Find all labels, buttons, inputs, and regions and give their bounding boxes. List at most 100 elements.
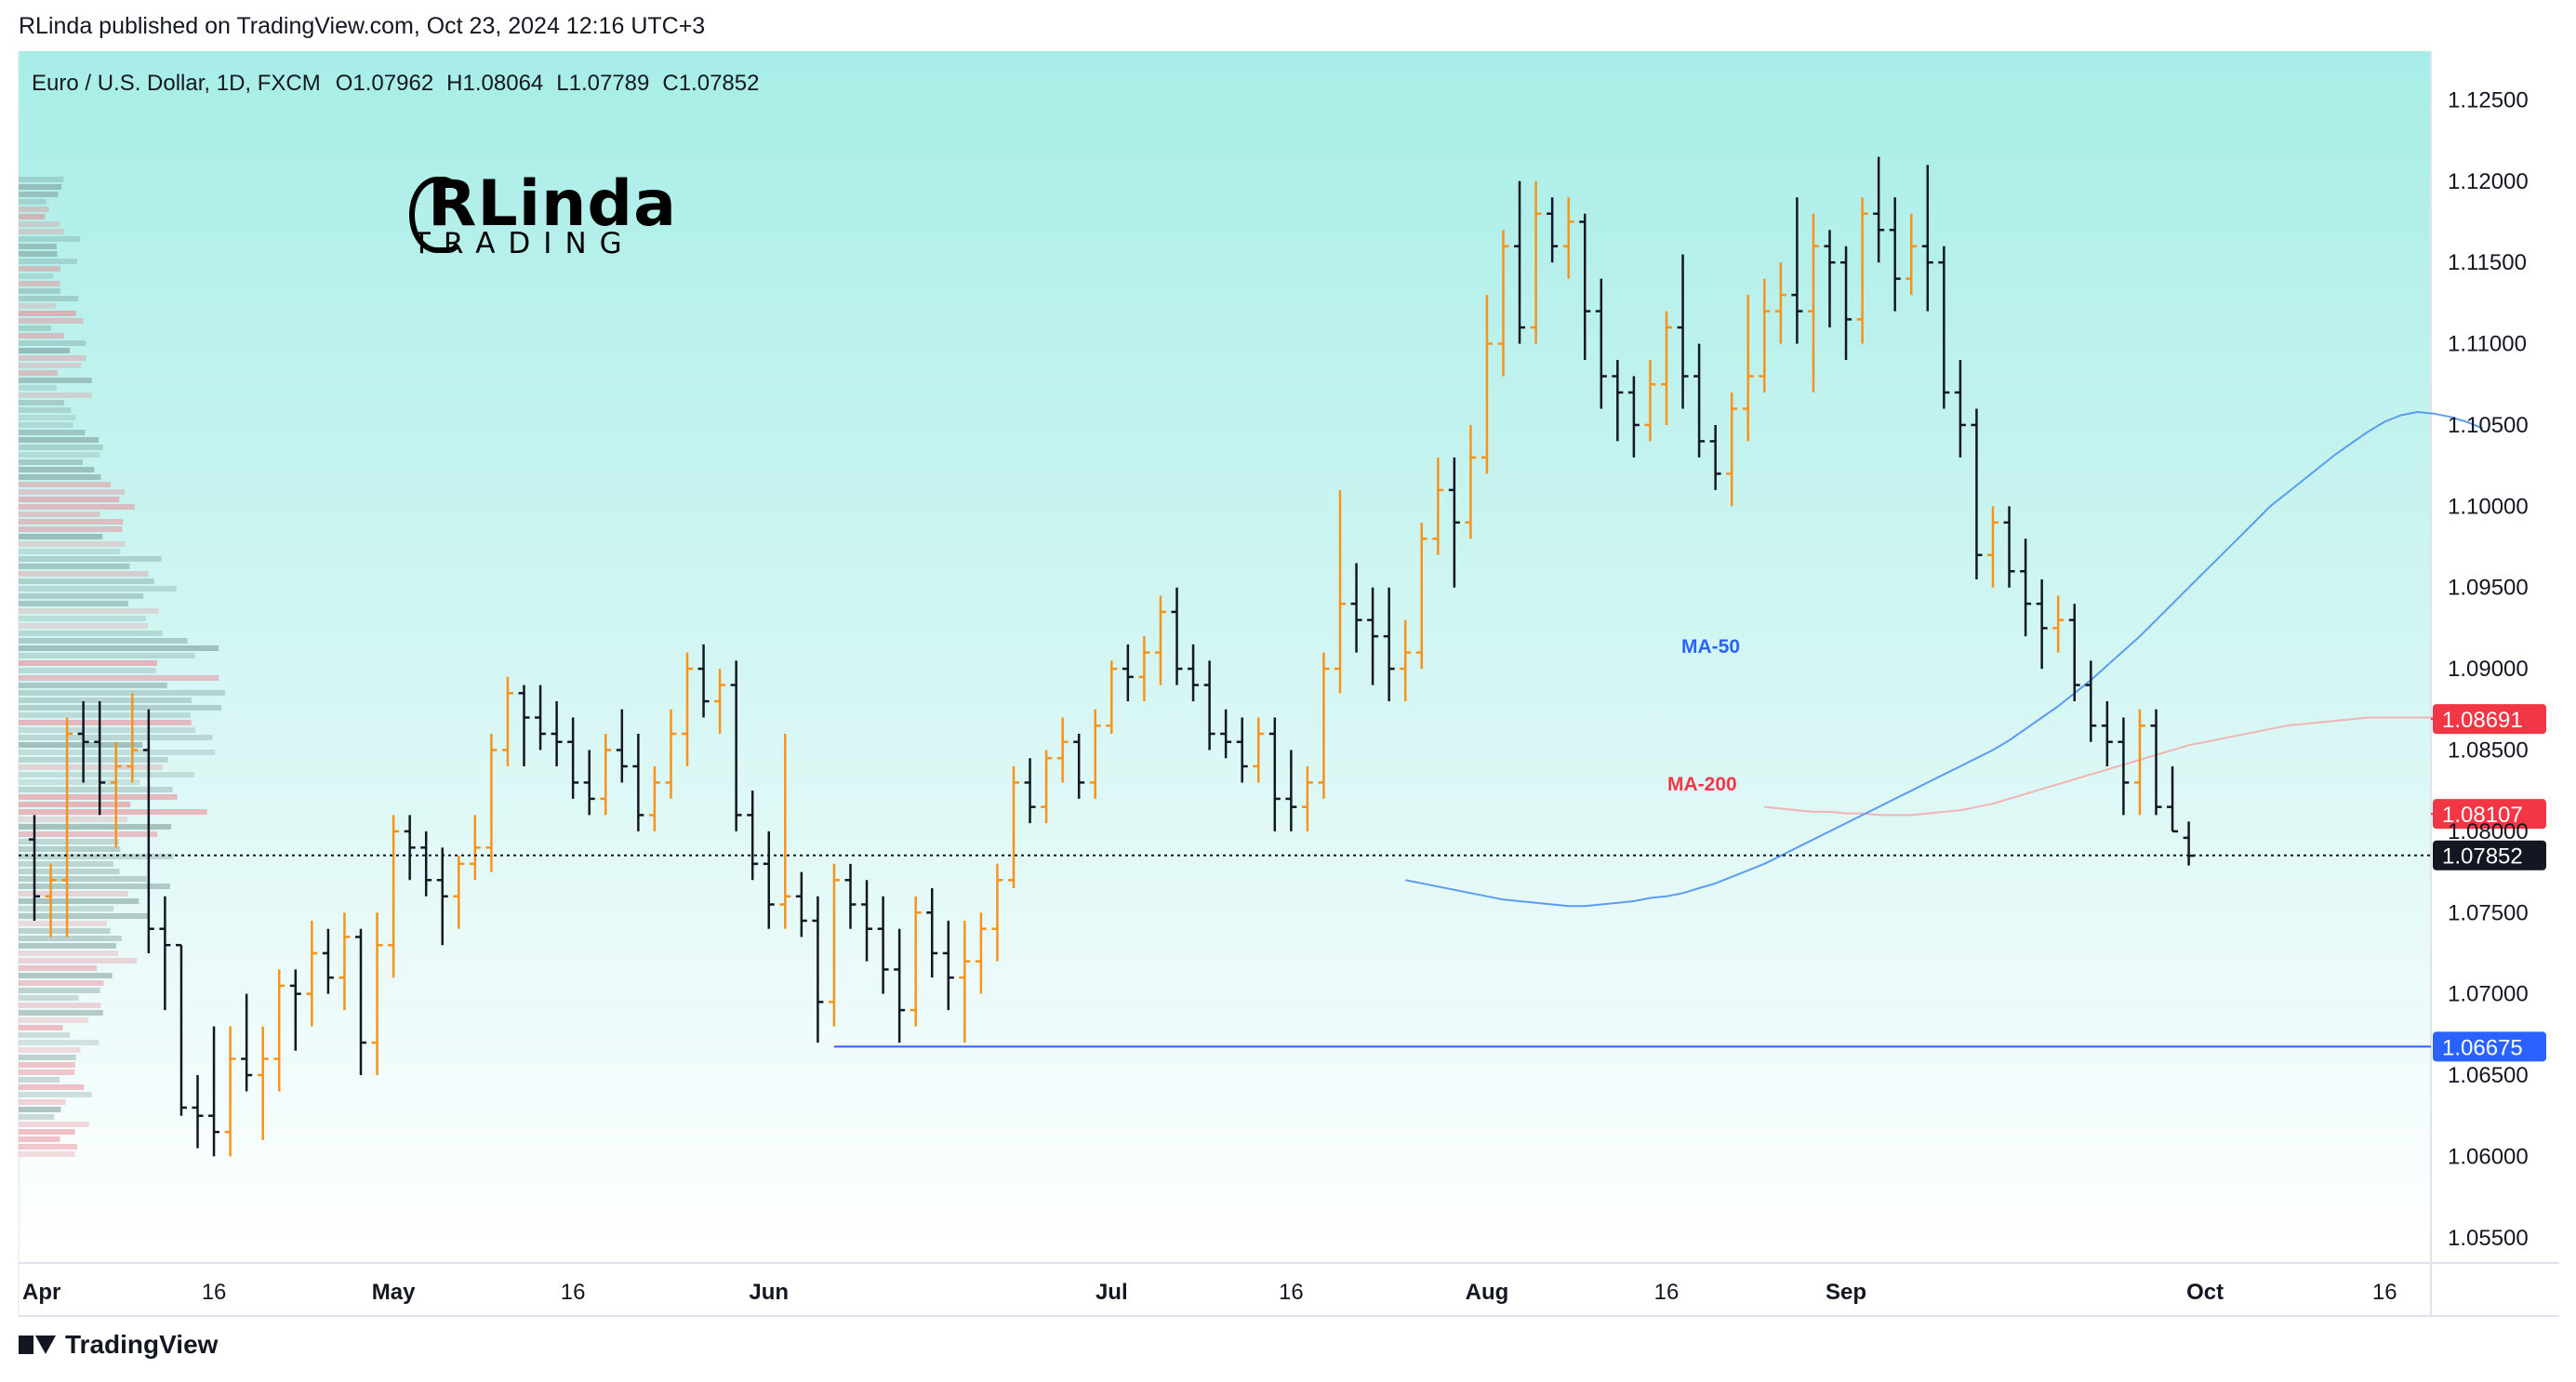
time-tick-label: Apr (22, 1280, 60, 1305)
volume-profile-bar (19, 660, 157, 666)
price-tick-label: 1.08500 (2448, 738, 2529, 763)
ohlc-bar (77, 701, 89, 783)
volume-profile-bar (19, 1122, 89, 1127)
ohlc-bar (763, 831, 775, 929)
volume-profile-bar (19, 586, 177, 591)
volume-profile-bar (19, 727, 195, 733)
volume-profile-bar (19, 965, 98, 971)
ohlc-bar (1024, 758, 1036, 824)
volume-profile-bar (19, 1070, 75, 1075)
ohlc-bar (1318, 652, 1330, 799)
volume-profile-bar (19, 489, 126, 495)
ohlc-bar (730, 660, 742, 831)
ohlc-bar (2150, 709, 2162, 816)
volume-profile-bar (19, 1151, 75, 1157)
price-tick-label: 1.11000 (2448, 332, 2527, 357)
volume-profile-bar (19, 876, 147, 882)
volume-profile-bar (19, 251, 58, 257)
volume-profile-bar (19, 631, 163, 636)
ohlc-bar (535, 684, 547, 751)
volume-profile-bar (19, 1017, 88, 1023)
price-axis[interactable]: 1.12500 1.12000 1.11500 1.11000 1.10500 1.100… (2448, 87, 2529, 1250)
woman-profile-logo-icon (409, 177, 465, 253)
ohlc-bar (1807, 213, 1819, 393)
volume-profile-bar (19, 764, 163, 770)
volume-profile-bar (19, 519, 124, 525)
ohlc-bar (1432, 457, 1444, 555)
ohlc-bar (795, 871, 807, 937)
ohlc-bar (2052, 595, 2065, 653)
volume-profile-bar (19, 1092, 92, 1097)
ohlc-bar (1041, 750, 1053, 824)
volume-profile-bar (19, 340, 86, 346)
tradingview-footer[interactable]: TradingView (19, 1330, 218, 1360)
volume-profile-bar (19, 437, 100, 443)
ohlc-bar (1008, 765, 1019, 889)
volume-profile-bar (19, 928, 111, 934)
support-tag (2433, 1031, 2546, 1062)
rlinda-trading-logo: RLinda TRADING (409, 167, 676, 270)
ohlc-bar (45, 863, 57, 937)
volume-profile-bar (19, 757, 168, 763)
volume-profile-bar (19, 601, 128, 606)
volume-profile-bar (19, 407, 72, 413)
ohlc-bar (175, 943, 187, 1116)
volume-profile-bar (19, 571, 149, 577)
ohlc-bar (1938, 246, 1950, 409)
volume-profile-bar (19, 430, 86, 435)
ma50-path (1405, 410, 2483, 908)
ohlc-bar (1579, 213, 1591, 361)
ohlc-bar (1547, 197, 1559, 263)
volume-profile-bar (19, 385, 57, 391)
volume-profile-bar (19, 735, 213, 740)
ohlc-bar (616, 709, 628, 783)
ma200-label: MA-200 (1667, 774, 1737, 795)
ohlc-bar (1383, 587, 1395, 702)
ohlc-bar (812, 896, 824, 1043)
ohlc-bar (388, 815, 400, 978)
ohlc-bar (1350, 563, 1362, 653)
volume-profile-bar (19, 459, 83, 465)
volume-profile-bar (19, 668, 156, 673)
ohlc-bar (1627, 376, 1640, 458)
ohlc-bar (747, 791, 759, 881)
ohlc-bar (877, 896, 889, 994)
time-axis[interactable]: Apr16May16JunJul16Aug16SepOct16Nov (22, 1280, 2576, 1305)
ohlc-bar (2085, 660, 2097, 742)
ohlc-bar (1905, 213, 1918, 296)
volume-profile-bar (19, 831, 158, 837)
volume-profile-bar (19, 898, 139, 904)
volume-profile-bar (19, 184, 62, 190)
volume-profile-bar (19, 802, 131, 807)
time-tick-label: Oct (2186, 1280, 2224, 1305)
volume-profile-bar (19, 608, 159, 614)
ohlc-bar (975, 912, 987, 994)
ohlc-bar (1644, 360, 1656, 442)
volume-profile-bar (19, 1010, 103, 1016)
volume-profile-bar (19, 616, 146, 621)
volume-profile-bar (19, 1144, 78, 1149)
volume-profile-bar (19, 1129, 75, 1135)
ohlc-bar (1856, 197, 1868, 344)
time-tick-label: 16 (1279, 1280, 1304, 1305)
volume-profile-bar (19, 244, 57, 249)
volume-profile-bar (19, 303, 56, 309)
ohlc-bar (1726, 392, 1738, 507)
volume-profile-bar (19, 1114, 55, 1120)
volume-profile-bar (19, 229, 64, 234)
volume-profile-bar (19, 333, 64, 339)
volume-profile-bar (19, 206, 49, 212)
ohlc-bar (518, 684, 530, 766)
volume-profile-bar (19, 467, 95, 472)
ohlc-bar (2036, 578, 2048, 670)
time-tick-label: Aug (1466, 1280, 1509, 1305)
price-tick-label: 1.12500 (2448, 87, 2529, 113)
ohlc-bar (501, 676, 513, 766)
ohlc-bar (1138, 636, 1150, 702)
ohlc-bar (959, 920, 971, 1043)
ohlc-bar (926, 888, 938, 978)
ohlc-bar (583, 750, 595, 816)
volume-profile-bar (19, 549, 121, 554)
tradingview-logo-icon (19, 1334, 56, 1356)
